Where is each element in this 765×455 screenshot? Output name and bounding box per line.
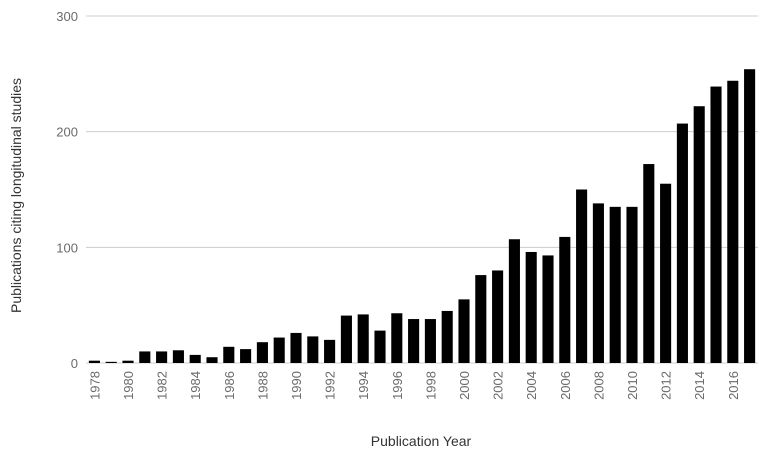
bar-1992: [324, 339, 336, 363]
bar-1995: [374, 330, 386, 363]
x-tick-label: 1982: [155, 371, 170, 400]
bar-1980: [122, 360, 134, 363]
bar-2003: [508, 239, 520, 363]
x-tick-label: 2000: [457, 371, 472, 400]
x-tick-label: 1996: [390, 371, 405, 400]
bar-1993: [340, 315, 352, 363]
y-axis-ticks: 0 100 200 300: [56, 9, 78, 371]
bar-2013: [676, 123, 688, 363]
x-tick-label: 1992: [323, 371, 338, 400]
bar-2016: [727, 80, 739, 364]
bar-2000: [458, 299, 470, 363]
x-tick-label: 2016: [726, 371, 741, 400]
x-tick-label: 1998: [423, 371, 438, 400]
x-tick-label: 2012: [659, 371, 674, 400]
x-axis-ticks: 1978 1980 1982 1984 1986 1988 1990 1992 1994 1996…: [87, 371, 740, 400]
bar-2010: [626, 206, 638, 363]
y-axis-title: Publications citing longitudinal studies: [8, 78, 24, 313]
bar-1978: [88, 360, 100, 363]
x-tick-label: 1990: [289, 371, 304, 400]
bar-1984: [189, 354, 201, 363]
x-axis-title: Publication Year: [371, 433, 472, 449]
bar-1997: [408, 319, 420, 363]
bar-1989: [273, 337, 285, 363]
gridlines: [86, 15, 758, 364]
x-tick-label: 2008: [591, 371, 606, 400]
y-tick-label: 300: [56, 9, 78, 24]
bar-2002: [492, 270, 504, 363]
bar-2006: [559, 236, 571, 363]
bar-2008: [592, 203, 604, 363]
bar-1982: [156, 351, 168, 363]
bar-1985: [206, 357, 218, 363]
x-tick-label: 1980: [121, 371, 136, 400]
bar-1996: [391, 313, 403, 363]
y-tick-label: 100: [56, 240, 78, 255]
bar-2015: [710, 86, 722, 363]
bar-2005: [542, 255, 554, 363]
bar-1999: [441, 310, 453, 363]
bar-1983: [172, 350, 184, 363]
x-tick-label: 1986: [222, 371, 237, 400]
bar-1994: [357, 314, 369, 363]
bar-2001: [475, 275, 487, 363]
bar-2011: [643, 164, 655, 363]
bar-2004: [525, 251, 537, 363]
x-tick-label: 1988: [255, 371, 270, 400]
bar-1979: [105, 361, 117, 363]
y-tick-label: 200: [56, 125, 78, 140]
bar-2017: [744, 69, 756, 364]
y-tick-label: 0: [71, 356, 78, 371]
x-tick-label: 2010: [625, 371, 640, 400]
bar-1991: [307, 336, 319, 363]
x-tick-label: 2006: [558, 371, 573, 400]
bar-1981: [139, 351, 151, 363]
bar-1990: [290, 332, 302, 363]
bar-1988: [256, 342, 268, 363]
bar-1987: [240, 349, 252, 363]
x-tick-label: 1994: [356, 371, 371, 400]
bar-1998: [424, 319, 436, 363]
x-tick-label: 2002: [491, 371, 506, 400]
bar-2014: [693, 106, 705, 363]
bar-2007: [576, 189, 588, 363]
bars: [88, 69, 756, 364]
bar-1986: [223, 346, 235, 363]
x-tick-label: 1984: [188, 371, 203, 400]
bar-2012: [660, 183, 672, 363]
x-tick-label: 1978: [87, 371, 102, 400]
x-tick-label: 2014: [692, 371, 707, 400]
x-tick-label: 2004: [524, 371, 539, 400]
bar-2009: [609, 206, 621, 363]
